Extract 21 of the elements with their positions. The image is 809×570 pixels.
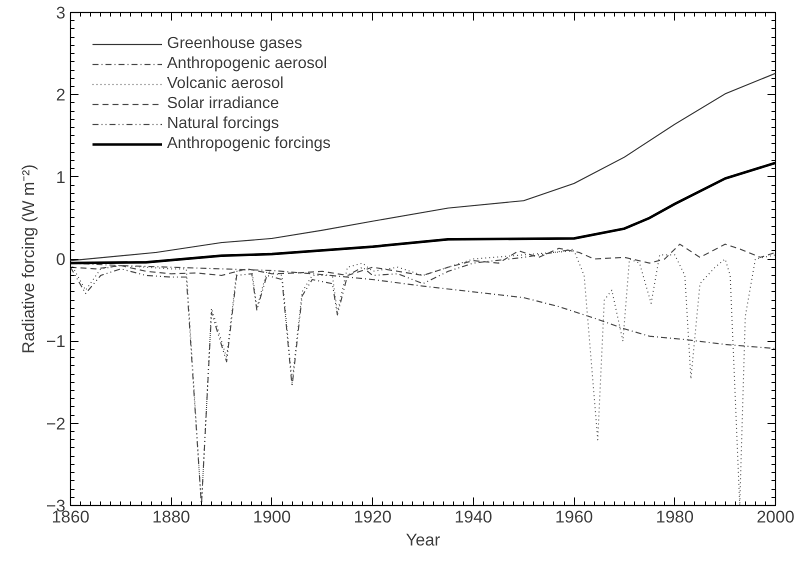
y-tick-label: 2 (56, 86, 66, 105)
x-tick-label: 2000 (756, 508, 794, 526)
x-tick-label: 1940 (454, 508, 492, 526)
y-axis-title: Radiative forcing (W m⁻²) (19, 164, 38, 354)
legend-label: Volcanic aerosol (167, 75, 284, 93)
x-tick-label: 1900 (253, 508, 291, 526)
legend-label: Greenhouse gases (167, 35, 302, 53)
legend-label: Anthropogenic aerosol (167, 55, 328, 73)
y-tick-label: 0 (56, 250, 66, 269)
x-tick-label: 1980 (656, 508, 694, 526)
legend-label: Anthropogenic forcings (167, 135, 331, 153)
x-axis-title: Year (406, 530, 441, 550)
legend-label: Solar irradiance (167, 95, 280, 113)
x-tick-label: 1920 (354, 508, 392, 526)
y-tick-label: −2 (46, 414, 66, 434)
x-tick-label: 1880 (152, 508, 190, 526)
y-tick-label: −1 (46, 332, 66, 352)
x-tick-label: 1960 (555, 508, 593, 526)
y-tick-label: 1 (56, 168, 66, 187)
legend-label: Natural forcings (167, 115, 280, 133)
y-tick-label: 3 (56, 4, 66, 22)
